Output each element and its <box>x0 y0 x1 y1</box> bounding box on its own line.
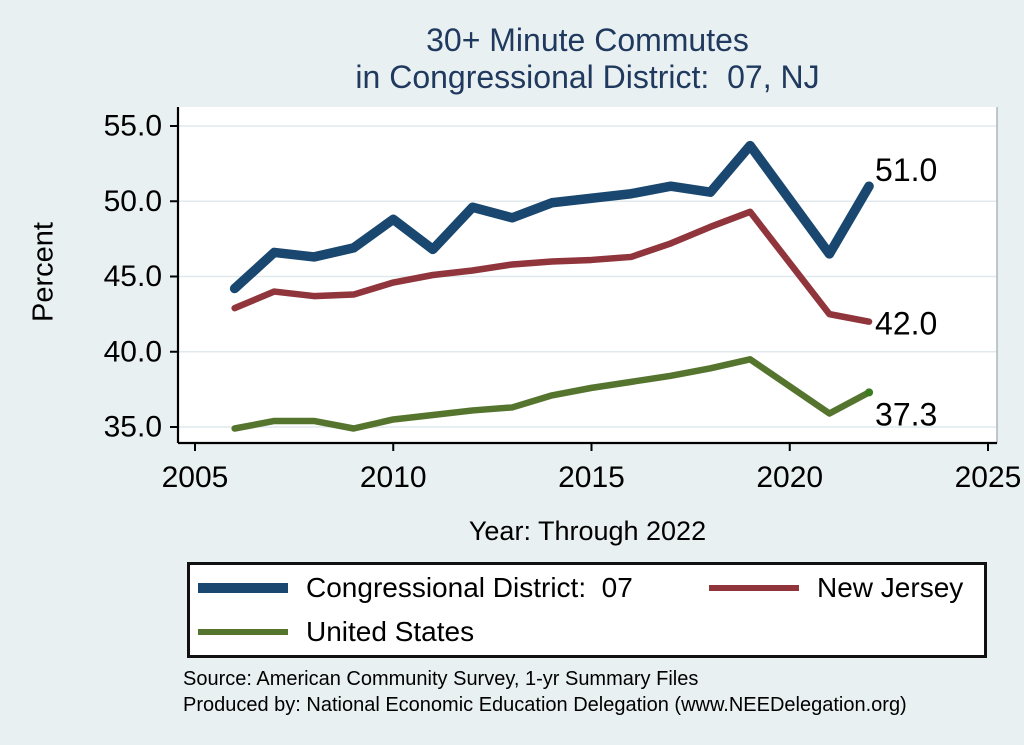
legend-item-united-states: United States <box>198 611 709 653</box>
y-tick-label: 40.0 <box>104 335 162 368</box>
produced-by-note: Produced by: National Economic Education… <box>183 694 907 716</box>
y-tick-label: 50.0 <box>104 185 162 218</box>
source-note: Source: American Community Survey, 1-yr … <box>183 668 699 690</box>
y-tick-label: 35.0 <box>104 411 162 444</box>
legend-item-district: Congressional District: 07 <box>198 567 709 609</box>
series-end-dot <box>865 388 874 397</box>
series-end-label: 37.3 <box>875 396 937 432</box>
legend-item-new-jersey: New Jersey <box>709 567 984 609</box>
y-tick-label: 45.0 <box>104 260 162 293</box>
x-axis-title: Year: Through 2022 <box>468 516 707 546</box>
footer-notes: Source: American Community Survey, 1-yr … <box>183 666 907 718</box>
series-line-2 <box>231 208 873 325</box>
x-tick-label: 2015 <box>558 461 625 494</box>
legend-label-united-states: United States <box>306 616 475 647</box>
x-tick-label: 2020 <box>756 461 823 494</box>
page-title: 30+ Minute Commutes in Congressional Dis… <box>178 22 997 96</box>
chart-title-line2: in Congressional District: 07, NJ <box>355 59 820 95</box>
series-line-3 <box>231 356 873 432</box>
x-tick-label: 2005 <box>162 461 229 494</box>
y-tick-label: 55.0 <box>104 110 162 143</box>
x-tick-label: 2010 <box>360 461 427 494</box>
legend-swatch-district <box>198 583 288 593</box>
series-end-label: 51.0 <box>875 152 937 188</box>
series-line-1 <box>229 140 874 294</box>
legend-label-new-jersey: New Jersey <box>817 572 964 603</box>
legend-swatch-new-jersey <box>709 584 799 592</box>
legend-swatch-united-states <box>198 628 288 636</box>
plot-area: 35.0 40.0 45.0 50.0 55.0 2005 2010 2015 2020 2025… <box>104 107 1022 494</box>
series-end-label: 42.0 <box>875 306 937 342</box>
legend: Congressional District: 07 New Jersey Un… <box>187 562 987 658</box>
chart-title-line1: 30+ Minute Commutes <box>426 22 749 58</box>
x-tick-label: 2025 <box>955 461 1022 494</box>
legend-label-district: Congressional District: 07 <box>306 572 633 603</box>
y-axis-title: Percent <box>27 222 60 322</box>
